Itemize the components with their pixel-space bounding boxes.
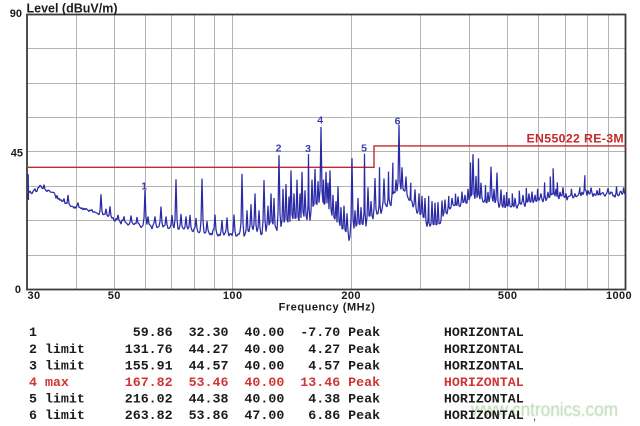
svg-text:500: 500 <box>498 290 518 302</box>
svg-text:EN55022 RE-3M: EN55022 RE-3M <box>526 132 624 146</box>
svg-text:100: 100 <box>223 290 243 302</box>
svg-text:200: 200 <box>341 290 361 302</box>
svg-text:2: 2 <box>276 143 282 155</box>
svg-text:2 limit 131.76 44.27 40.: 2 limit 131.76 44.27 40.00 4.27 Peak HOR… <box>21 342 524 357</box>
svg-text:3 limit 155.91 44.57 40.: 3 limit 155.91 44.57 40.00 4.57 Peak HOR… <box>21 358 524 373</box>
svg-text:90: 90 <box>10 8 22 20</box>
svg-text:1000: 1000 <box>606 290 632 302</box>
svg-text:www.cntronics.com: www.cntronics.com <box>470 399 618 421</box>
svg-text:6 limit 263.82 53.86 47.: 6 limit 263.82 53.86 47.00 6.86 Peak HOR… <box>21 408 524 423</box>
svg-text:45: 45 <box>11 148 23 160</box>
svg-text:Frequency (MHz): Frequency (MHz) <box>279 302 376 314</box>
svg-text:Level (dBuV/m): Level (dBuV/m) <box>27 2 118 16</box>
svg-text:50: 50 <box>108 290 121 302</box>
svg-text:1 59.86 32.30 40.: 1 59.86 32.30 40.00 -7.70 Peak HORIZONTA… <box>21 325 524 340</box>
svg-text:4 max 167.82 53.46 40.: 4 max 167.82 53.46 40.00 13.46 Peak HORI… <box>21 375 524 390</box>
svg-text:0: 0 <box>15 284 21 296</box>
svg-text:5: 5 <box>361 143 367 155</box>
svg-text:6: 6 <box>395 115 401 127</box>
svg-text:5 limit 216.02 44.38 40.: 5 limit 216.02 44.38 40.00 4.38 Peak HOR… <box>21 392 524 407</box>
svg-text:3: 3 <box>305 143 311 155</box>
svg-text:30: 30 <box>27 290 40 302</box>
svg-text:4: 4 <box>317 115 323 127</box>
svg-text:1: 1 <box>141 180 147 192</box>
svg-text:,: , <box>533 411 536 423</box>
